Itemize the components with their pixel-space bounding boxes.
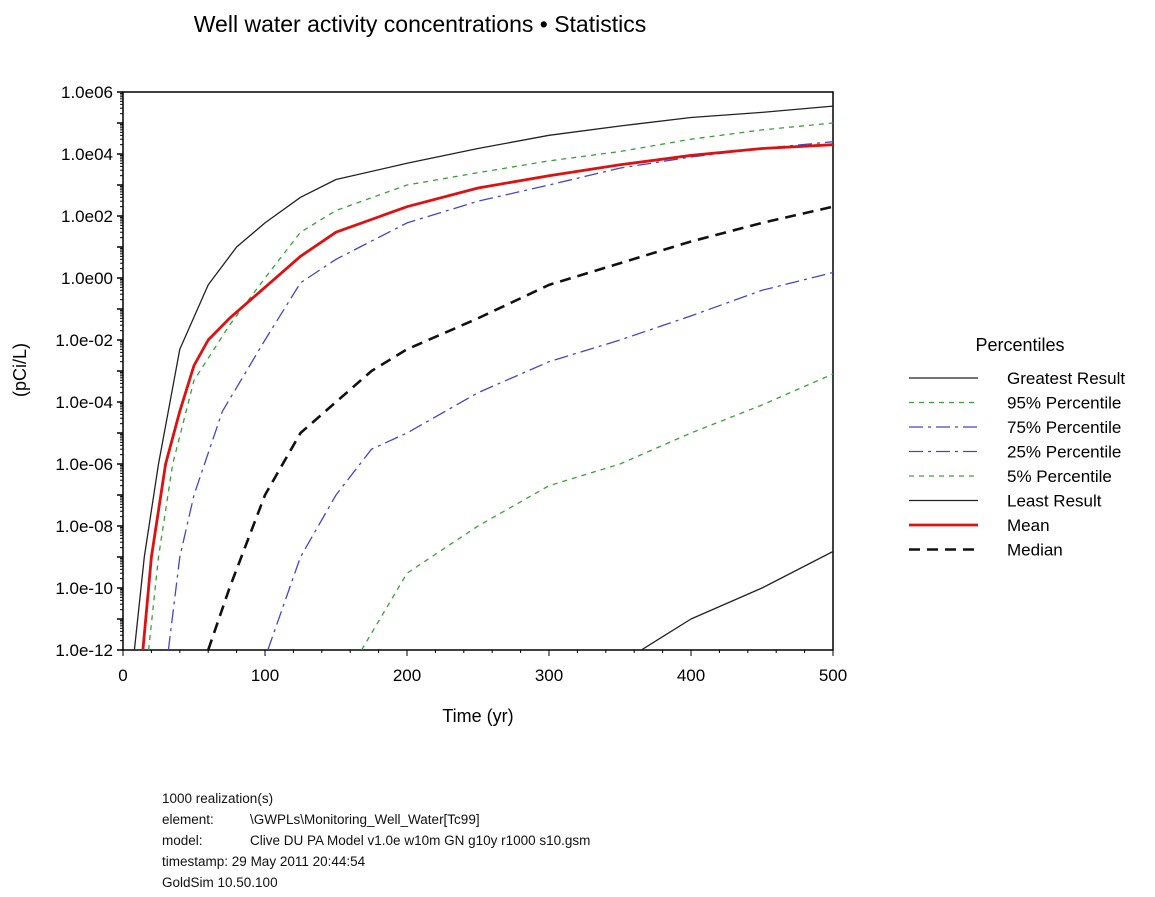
legend: Percentiles Greatest Result 95% Percentil… — [909, 335, 1125, 560]
series-line-25-percentile — [267, 271, 833, 650]
y-tick-label: 1.0e-06 — [55, 455, 113, 474]
chart-footer: 1000 realization(s) element: \GWPLs\Monit… — [162, 788, 590, 893]
series-line-greatest-result — [133, 105, 833, 650]
y-axis-label: (pCi/L) — [10, 343, 30, 397]
y-tick-label: 1.0e-12 — [55, 641, 113, 660]
series-line-median — [206, 205, 833, 650]
x-tick-label: 300 — [535, 666, 563, 685]
legend-label: Least Result — [1007, 492, 1102, 511]
legend-label: Median — [1007, 541, 1063, 560]
legend-label: Greatest Result — [1007, 369, 1125, 388]
y-tick-label: 1.0e-08 — [55, 517, 113, 536]
plot-area: 1.0e-12 1.0e-10 1.0e-08 1.0e-06 1.0e-04 1.0e-… — [55, 83, 847, 685]
legend-title: Percentiles — [975, 335, 1064, 355]
series-line-5-percentile — [361, 373, 833, 650]
footer-timestamp-key: timestamp: — [162, 854, 229, 869]
x-tick-label: 0 — [118, 666, 127, 685]
legend-label: 95% Percentile — [1007, 394, 1121, 413]
y-tick-label: 1.0e-02 — [55, 331, 113, 350]
legend-label: Mean — [1007, 516, 1050, 535]
footer-element-key: element: — [162, 812, 214, 827]
footer-timestamp-value: 29 May 2011 20:44:54 — [231, 854, 366, 869]
x-tick-label: 500 — [819, 666, 847, 685]
x-tick-label: 200 — [393, 666, 421, 685]
y-tick-label: 1.0e00 — [61, 269, 113, 288]
series-line-75-percentile — [167, 141, 833, 650]
y-tick-label: 1.0e06 — [61, 83, 113, 102]
chart-title: Well water activity concentrations • Sta… — [194, 11, 646, 37]
plot-frame — [122, 91, 834, 651]
x-tick-label: 100 — [251, 666, 279, 685]
x-axis-label: Time (yr) — [442, 706, 513, 726]
legend-label: 75% Percentile — [1007, 418, 1121, 437]
footer-model-value: Clive DU PA Model v1.0e w10m GN g10y r10… — [250, 833, 591, 848]
legend-label: 25% Percentile — [1007, 443, 1121, 462]
footer-element-value: \GWPLs\Monitoring_Well_Water[Tc99] — [250, 812, 480, 827]
y-tick-label: 1.0e04 — [61, 145, 113, 164]
footer-version: GoldSim 10.50.100 — [162, 875, 278, 890]
y-tick-label: 1.0e-10 — [55, 579, 113, 598]
series-line-mean — [141, 143, 833, 650]
y-tick-label: 1.0e02 — [61, 207, 113, 226]
legend-label: 5% Percentile — [1007, 467, 1112, 486]
footer-realizations: 1000 realization(s) — [162, 791, 274, 806]
series-line-least-result — [640, 550, 833, 650]
footer-model-key: model: — [162, 833, 203, 848]
x-tick-label: 400 — [677, 666, 705, 685]
y-tick-label: 1.0e-04 — [55, 393, 113, 412]
